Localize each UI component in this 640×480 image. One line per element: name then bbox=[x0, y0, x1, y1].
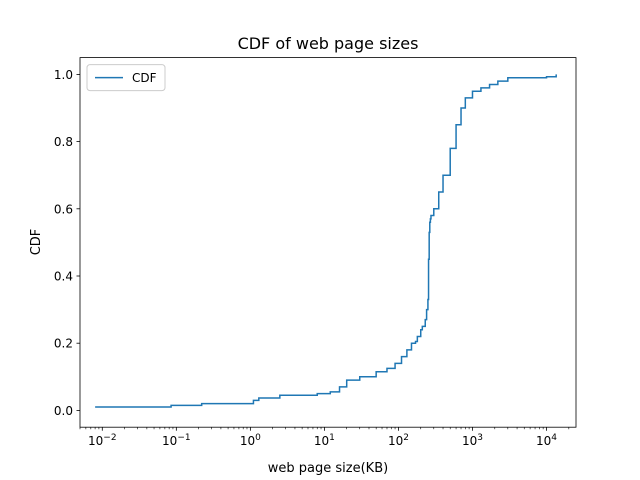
y-axis-ticks: 0.0 0.2 0.4 0.6 0.8 1.0 bbox=[54, 68, 80, 418]
series-layer bbox=[95, 74, 557, 408]
x-axis-label: web page size(KB) bbox=[268, 461, 388, 476]
y-tick-label: 0.2 bbox=[54, 337, 73, 351]
x-tick-label: 10−1 bbox=[162, 433, 191, 448]
x-tick-label: 104 bbox=[536, 433, 557, 448]
x-axis-ticks: 10−2 10−1 100 101 102 103 104 bbox=[79, 427, 570, 448]
y-axis-label: CDF bbox=[29, 229, 44, 256]
legend-label: CDF bbox=[132, 71, 157, 85]
x-tick-label: 102 bbox=[388, 433, 409, 448]
axes-frame bbox=[79, 57, 577, 428]
x-tick-label: 103 bbox=[462, 433, 483, 448]
legend-box bbox=[86, 64, 166, 92]
x-tick-label: 101 bbox=[314, 433, 335, 448]
y-tick-label: 0.6 bbox=[54, 202, 73, 216]
x-tick-label: 10−2 bbox=[88, 433, 117, 448]
y-tick-label: 0.8 bbox=[54, 135, 73, 149]
cdf-series-line bbox=[95, 74, 557, 408]
chart-title: CDF of web page sizes bbox=[238, 34, 419, 53]
y-tick-label: 0.4 bbox=[54, 270, 73, 284]
chart-legend: CDF bbox=[86, 64, 166, 92]
plot-area bbox=[80, 57, 576, 428]
y-tick-label: 0.0 bbox=[54, 404, 73, 418]
y-tick-label: 1.0 bbox=[54, 68, 73, 82]
x-tick-label: 100 bbox=[240, 433, 261, 448]
axes-spines bbox=[79, 57, 577, 428]
